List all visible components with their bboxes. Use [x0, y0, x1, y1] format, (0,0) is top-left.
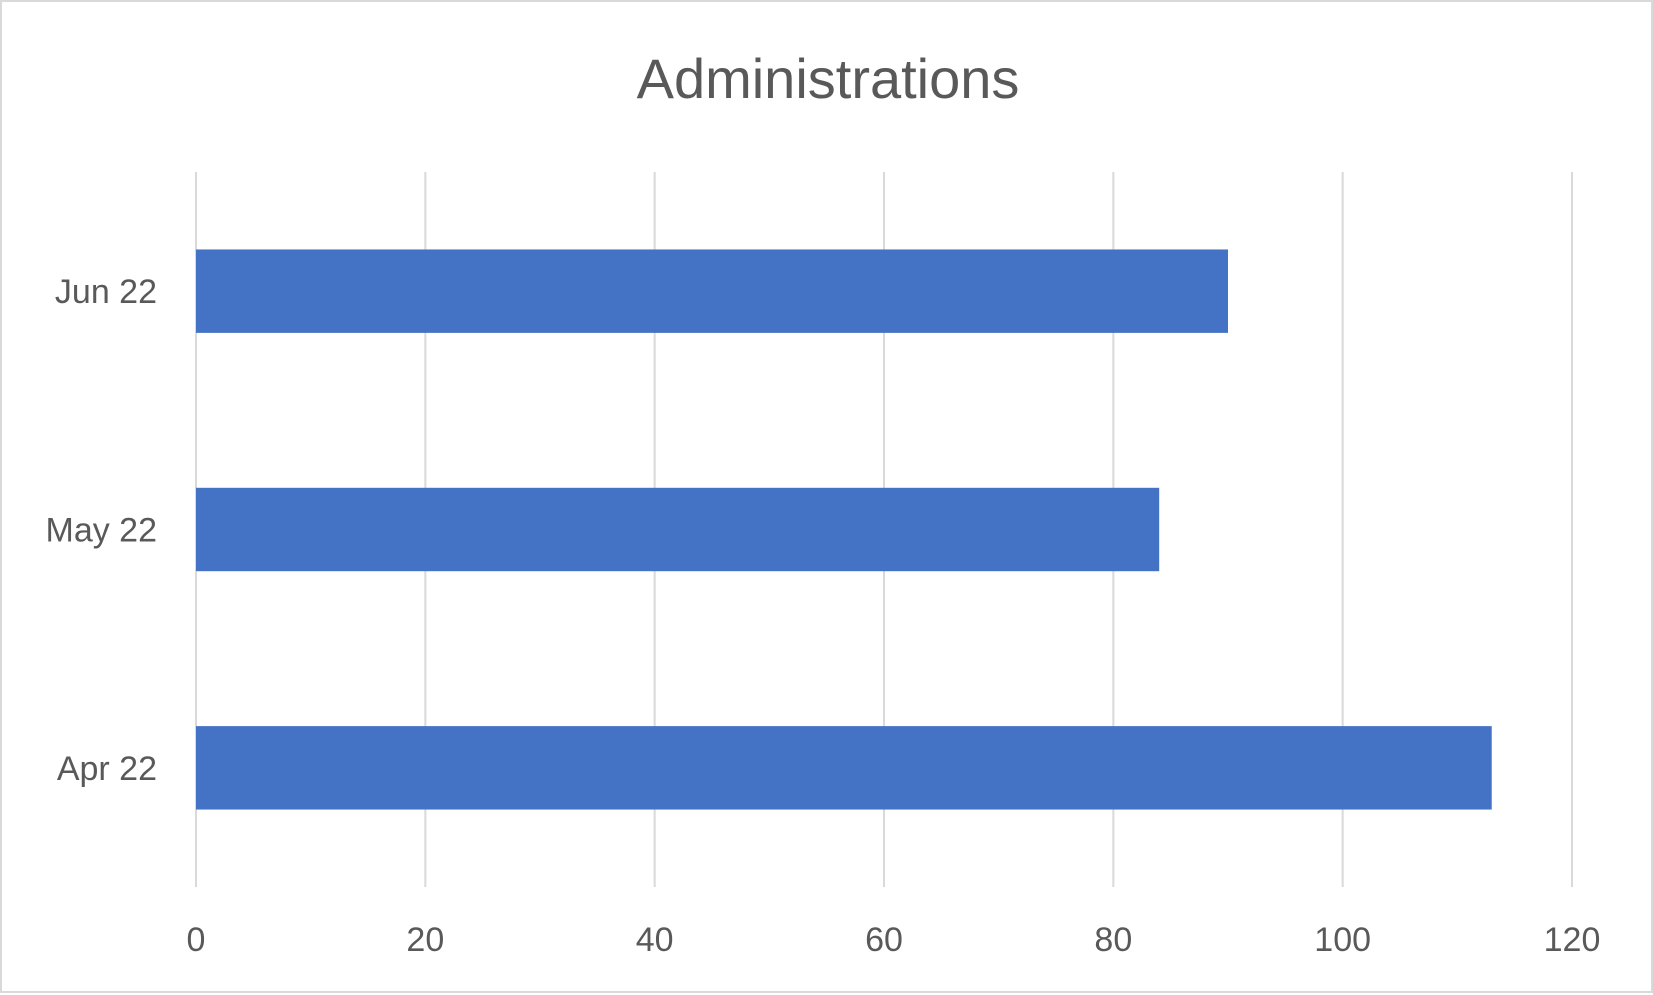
y-category-label: May 22	[46, 512, 158, 550]
bar-apr-22	[196, 726, 1492, 810]
x-tick-label: 0	[187, 921, 206, 959]
x-tick-label: 120	[1544, 921, 1601, 959]
bars	[196, 249, 1492, 810]
x-axis-tick-labels: 0 20 40 60 80 100 120	[187, 921, 1601, 959]
chart-title: Administrations	[637, 47, 1020, 110]
x-tick-label: 20	[406, 921, 444, 959]
x-tick-label: 40	[636, 921, 674, 959]
bar-jun-22	[196, 249, 1228, 333]
x-tick-label: 60	[865, 921, 903, 959]
x-tick-label: 100	[1314, 921, 1371, 959]
bar-may-22	[196, 487, 1160, 572]
y-category-label: Apr 22	[57, 750, 157, 788]
y-category-label: Jun 22	[55, 273, 157, 311]
x-tick-label: 80	[1094, 921, 1132, 959]
y-axis-category-labels: Apr 22 May 22 Jun 22	[46, 273, 158, 788]
